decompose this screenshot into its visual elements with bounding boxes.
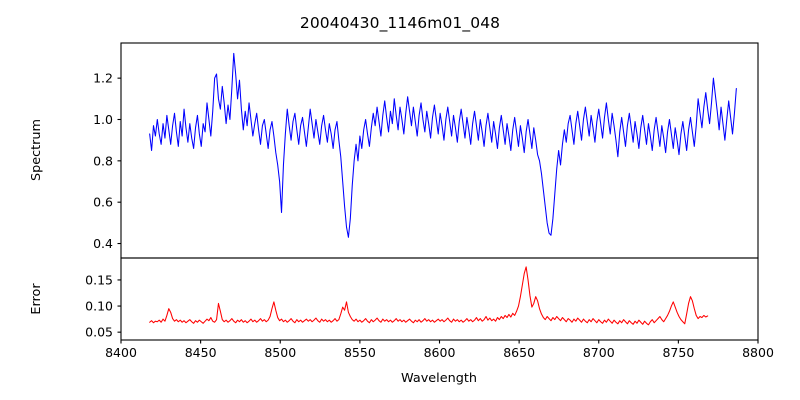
x-tick-label: 8550 — [344, 345, 376, 360]
y-tick-label-spectrum: 0.4 — [93, 236, 113, 251]
page-title: 20040430_1146m01_048 — [299, 14, 501, 32]
x-tick-label: 8750 — [662, 345, 694, 360]
x-tick-label: 8450 — [185, 345, 217, 360]
y-axis-label-error: Error — [29, 283, 44, 315]
y-tick-label-spectrum: 1.2 — [93, 71, 113, 86]
x-tick-label: 8400 — [105, 345, 137, 360]
error-series-line — [149, 266, 709, 326]
x-tick-label: 8700 — [583, 345, 615, 360]
error-y-ticks: 0.05 0.10 0.15 — [85, 272, 121, 340]
x-tick-label: 8800 — [742, 345, 774, 360]
y-tick-label-error: 0.10 — [85, 299, 113, 314]
x-axis-label: Wavelength — [401, 371, 477, 386]
y-tick-label-error: 0.05 — [85, 325, 113, 340]
spectrum-series-line — [149, 52, 737, 238]
x-tick-label: 8500 — [264, 345, 296, 360]
y-tick-label-spectrum: 1.0 — [93, 112, 113, 127]
x-tick-label: 8600 — [424, 345, 456, 360]
y-tick-label-spectrum: 0.8 — [93, 153, 113, 168]
y-tick-label-error: 0.15 — [85, 272, 113, 287]
x-tick-label: 8650 — [503, 345, 535, 360]
x-ticks: 8400 8450 8500 8550 8600 8650 8700 8750 8800 — [105, 340, 774, 360]
y-axis-label-spectrum: Spectrum — [29, 119, 44, 181]
spectrum-y-ticks: 0.4 0.6 0.8 1.0 1.2 — [93, 71, 121, 251]
error-axes-frame — [120, 257, 759, 341]
y-tick-label-spectrum: 0.6 — [93, 195, 113, 210]
